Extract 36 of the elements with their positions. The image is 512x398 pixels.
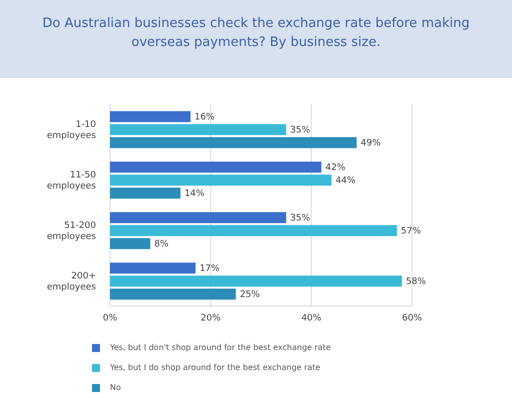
bar	[110, 124, 286, 136]
bar	[110, 212, 286, 224]
legend-label: No	[110, 382, 121, 394]
data-label: 16%	[194, 112, 215, 123]
bar	[110, 188, 180, 199]
bar	[110, 174, 332, 186]
data-label: 35%	[290, 126, 311, 136]
y-tick-label: 1-10 employees	[46, 120, 96, 141]
y-tick-label: 51-200 employees	[46, 220, 96, 242]
bar	[110, 137, 357, 148]
y-tick-label: 200+ employees	[46, 271, 96, 292]
bar	[110, 262, 196, 274]
legend-label: Yes, but I don't shop around for the best exchange rate	[110, 342, 331, 354]
y-tick-label: 11-50 employees	[46, 170, 96, 192]
chart-title: Do Australian businesses check the exchange rate before making overseas payments? By business size.	[0, 0, 512, 78]
data-label: 58%	[406, 277, 426, 288]
data-label: 42%	[325, 163, 346, 174]
data-label: 35%	[290, 214, 311, 224]
x-tick-label: 60%	[402, 313, 422, 324]
bar	[110, 238, 150, 250]
data-label: 49%	[360, 138, 382, 149]
data-label: 8%	[154, 240, 169, 250]
x-tick-label: 20%	[200, 313, 222, 324]
data-label: 14%	[184, 189, 205, 200]
x-tick-label: 40%	[301, 313, 322, 324]
bar	[110, 162, 322, 173]
bar	[110, 225, 397, 236]
x-tick-label: 0%	[102, 313, 118, 324]
bar	[110, 276, 402, 287]
data-label: 17%	[200, 264, 220, 274]
data-label: 25%	[240, 290, 260, 300]
data-label: 44%	[335, 176, 356, 186]
legend-label: Yes, but I do shop around for the best exchange rate	[110, 362, 320, 374]
data-label: 57%	[400, 226, 422, 237]
bar	[110, 288, 236, 300]
bar	[110, 111, 191, 122]
